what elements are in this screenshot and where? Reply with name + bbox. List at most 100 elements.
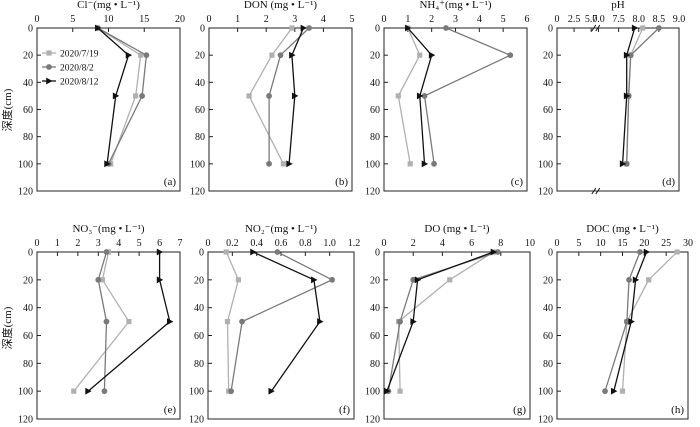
x-tick-label: 4	[477, 14, 482, 25]
x-tick-label: 2.5	[568, 14, 581, 25]
data-point	[286, 160, 293, 168]
y-tick-label: 0	[199, 248, 204, 259]
data-point	[397, 388, 403, 394]
series-line	[386, 251, 494, 392]
data-point	[416, 92, 424, 100]
data-point	[139, 93, 146, 99]
y-tick-label: 0	[375, 24, 380, 35]
panel-b: DON (mg • L⁻¹) 0 1 2 3 4 5 0 20 40 60 80 100 120 (b)	[190, 0, 355, 198]
x-tick-label: 8	[498, 238, 503, 249]
data-point	[292, 92, 299, 100]
data-point	[277, 52, 284, 59]
y-tick-label: 20	[23, 51, 33, 62]
data-point	[224, 318, 231, 325]
x-tick-label: 0	[382, 14, 387, 25]
data-point	[228, 388, 235, 395]
plot-frame	[556, 27, 680, 192]
series-line	[613, 251, 648, 392]
y-tick-label: 20	[23, 275, 33, 286]
y-tick-label: 100	[18, 387, 33, 398]
plot-frame	[383, 251, 531, 420]
x-tick-label: 0.4	[250, 238, 263, 249]
y-tick-label: 0	[28, 248, 33, 259]
y-tick-label: 60	[23, 331, 33, 342]
legend: 2020/7/19 2020/8/2 2020/8/12	[42, 50, 99, 88]
panel-label: (a)	[164, 176, 177, 188]
x-tick-label: 20	[175, 14, 185, 25]
y-tick-label: 0	[548, 248, 553, 259]
legend-marker	[46, 50, 52, 56]
x-tick-label: 5	[576, 238, 581, 249]
panel-label: (c)	[511, 176, 524, 188]
x-tick-label: 15	[139, 14, 149, 25]
y-tick-label: 20	[370, 275, 380, 286]
data-point	[125, 51, 133, 59]
x-tick-label: 7.0	[592, 14, 605, 25]
x-tick-label: 1.0	[323, 238, 336, 249]
y-axis-label-bottom-row: 深度(cm)	[0, 306, 14, 349]
series-line	[397, 251, 494, 392]
data-point	[112, 92, 120, 100]
y-tick-label: 60	[194, 331, 204, 342]
data-point	[631, 24, 639, 32]
data-point	[410, 276, 417, 283]
x-tick-label: 1	[235, 14, 240, 25]
data-point	[602, 388, 608, 395]
plot-frame	[383, 27, 528, 192]
data-point	[405, 24, 412, 32]
data-point	[269, 52, 275, 58]
data-point	[329, 276, 335, 283]
legend-entry-label: 2020/7/19	[60, 50, 99, 60]
data-point	[637, 249, 643, 255]
panel-label: (f)	[339, 404, 350, 416]
legend-marker	[46, 77, 53, 85]
series-line	[604, 251, 641, 392]
y-tick-label: 40	[23, 303, 33, 314]
data-point	[71, 388, 77, 394]
data-point	[417, 52, 423, 58]
y-tick-label: 80	[543, 132, 553, 143]
y-tick-label: 40	[370, 303, 380, 314]
data-point	[156, 248, 164, 256]
x-tick-label: 3	[292, 14, 297, 25]
y-tick-label: 60	[543, 105, 553, 116]
y-tick-label: 0	[548, 24, 553, 35]
series-line	[225, 251, 240, 392]
y-tick-label: 0	[28, 24, 33, 35]
data-point	[626, 276, 632, 283]
y-tick-label: 60	[543, 331, 553, 342]
data-point	[289, 25, 295, 31]
y-tick-label: 40	[23, 78, 33, 89]
series-line	[230, 251, 334, 392]
data-point	[421, 160, 429, 168]
y-tick-label: 0	[200, 24, 205, 35]
data-point	[646, 277, 652, 283]
y-tick-label: 80	[543, 359, 553, 370]
y-tick-label: 100	[365, 159, 380, 170]
x-tick-label: 10	[596, 238, 606, 249]
plot-frame	[36, 251, 181, 420]
x-tick-label: 9.0	[673, 14, 686, 25]
data-point	[246, 93, 252, 99]
data-point	[619, 160, 627, 168]
data-point	[133, 93, 139, 99]
series-line	[621, 251, 678, 392]
data-point	[610, 387, 618, 395]
y-tick-label: 60	[23, 105, 33, 116]
x-tick-label: 1.2	[348, 238, 361, 249]
data-point	[447, 277, 453, 283]
data-point	[421, 93, 428, 99]
y-tick-label: 40	[370, 78, 380, 89]
data-point	[627, 52, 634, 59]
x-tick-label: 10	[525, 238, 535, 249]
y-tick-label: 100	[18, 159, 33, 170]
x-tick-label: 0	[382, 238, 387, 249]
x-tick-label: 1	[405, 14, 410, 25]
data-point	[674, 249, 680, 255]
x-axis-title: NO₂⁻(mg • L⁻¹)	[245, 223, 317, 235]
data-point	[311, 276, 318, 284]
data-point	[103, 318, 110, 325]
x-tick-label: 5	[350, 14, 355, 25]
x-tick-label: 4	[116, 238, 121, 249]
